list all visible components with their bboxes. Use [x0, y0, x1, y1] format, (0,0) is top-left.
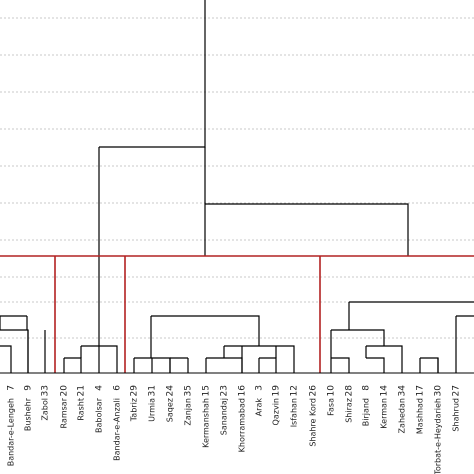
leaf-number: 33 [41, 385, 51, 396]
leaf-number: 35 [184, 385, 194, 396]
leaf-number: 27 [452, 385, 462, 396]
leaf-number: 14 [380, 385, 390, 397]
leaf-number: 24 [166, 385, 176, 397]
leaf-name: Bandar-e-Lengeh [7, 398, 16, 466]
dendrogram-link [259, 357, 277, 373]
leaf-name: Isfahan [290, 398, 299, 427]
dendrogram-link [151, 315, 260, 346]
dendrogram-link [99, 0, 206, 148]
leaf-name: Bandar-e-Anzali [113, 398, 122, 461]
leaf-name: Zanjan [184, 398, 193, 426]
cluster-cut-lines [0, 255, 474, 373]
leaf-name: Zahedan [398, 398, 407, 433]
leaf-number: 3 [255, 385, 265, 391]
leaf-number: 34 [398, 385, 408, 397]
leaf-name: Zabol [41, 398, 50, 421]
dendrogram-link [331, 329, 385, 346]
leaf-name: Babolsar [95, 397, 104, 433]
leaf-name: Birjand [362, 398, 371, 426]
leaf-number: 16 [238, 385, 248, 397]
leaf-number: 10 [327, 385, 337, 397]
dendrogram-link [366, 345, 403, 373]
leaf-number: 28 [345, 385, 355, 397]
leaf-number: 19 [272, 385, 282, 397]
leaf-name: Arak [255, 398, 264, 417]
leaf-name: Qazvin [272, 398, 281, 425]
leaf-number: 9 [24, 385, 34, 391]
leaf-number: 21 [77, 385, 87, 396]
leaf-number: 8 [362, 385, 372, 391]
dendrogram-link [64, 357, 82, 373]
leaf-name: Sanandaj [220, 398, 229, 435]
leaf-number: 23 [220, 385, 230, 396]
leaf-number: 26 [309, 385, 319, 397]
leaf-name: Shahre Kord [309, 398, 318, 447]
leaf-number: 15 [202, 385, 212, 396]
leaf-number: 31 [148, 385, 158, 396]
leaf-number: 20 [60, 385, 70, 397]
leaf-name: Bushehr [24, 397, 33, 431]
dendrogram-link [331, 357, 350, 373]
dendrogram-link [206, 357, 243, 373]
leaf-name: Torbat-e-Heydarieh [434, 398, 443, 474]
leaf-number: 7 [7, 385, 17, 391]
dendrogram-link [205, 203, 409, 256]
grid-lines [0, 17, 474, 339]
leaf-labels: 7 Bandar-e-Lengeh 9 Bushehr 33 Zabol 20 … [7, 385, 462, 474]
leaf-name: Kerman [380, 398, 389, 429]
leaf-name: Rasht [77, 398, 86, 421]
leaf-name: Ramsar [60, 397, 69, 428]
dendrogram-link [0, 345, 12, 373]
leaf-name: Shahrud [452, 398, 461, 432]
leaf-name: Urmia [148, 398, 157, 422]
leaf-name: Shiraz [345, 398, 354, 423]
leaf-name: Kermanshah [202, 398, 211, 448]
dendrogram-links [0, 0, 474, 373]
dendrogram-link [366, 357, 385, 373]
dendrogram-link [81, 345, 118, 373]
leaf-number: 29 [130, 385, 140, 397]
dendrogram-link [420, 357, 439, 373]
leaf-number: 12 [290, 385, 300, 396]
leaf-number: 17 [416, 385, 426, 396]
leaf-name: Saqez [166, 398, 175, 422]
leaf-number: 30 [434, 385, 444, 397]
leaf-number: 4 [95, 385, 105, 391]
leaf-number: 6 [113, 385, 123, 391]
dendrogram-link [0, 315, 27, 330]
leaf-name: Khorramabad [238, 398, 247, 452]
leaf-name: Mashhad [416, 398, 425, 434]
leaf-name: Tabriz [130, 398, 139, 422]
dendrogram-link [224, 345, 295, 373]
dendrogram-link [0, 329, 29, 373]
leaf-name: Fasa [327, 398, 336, 416]
